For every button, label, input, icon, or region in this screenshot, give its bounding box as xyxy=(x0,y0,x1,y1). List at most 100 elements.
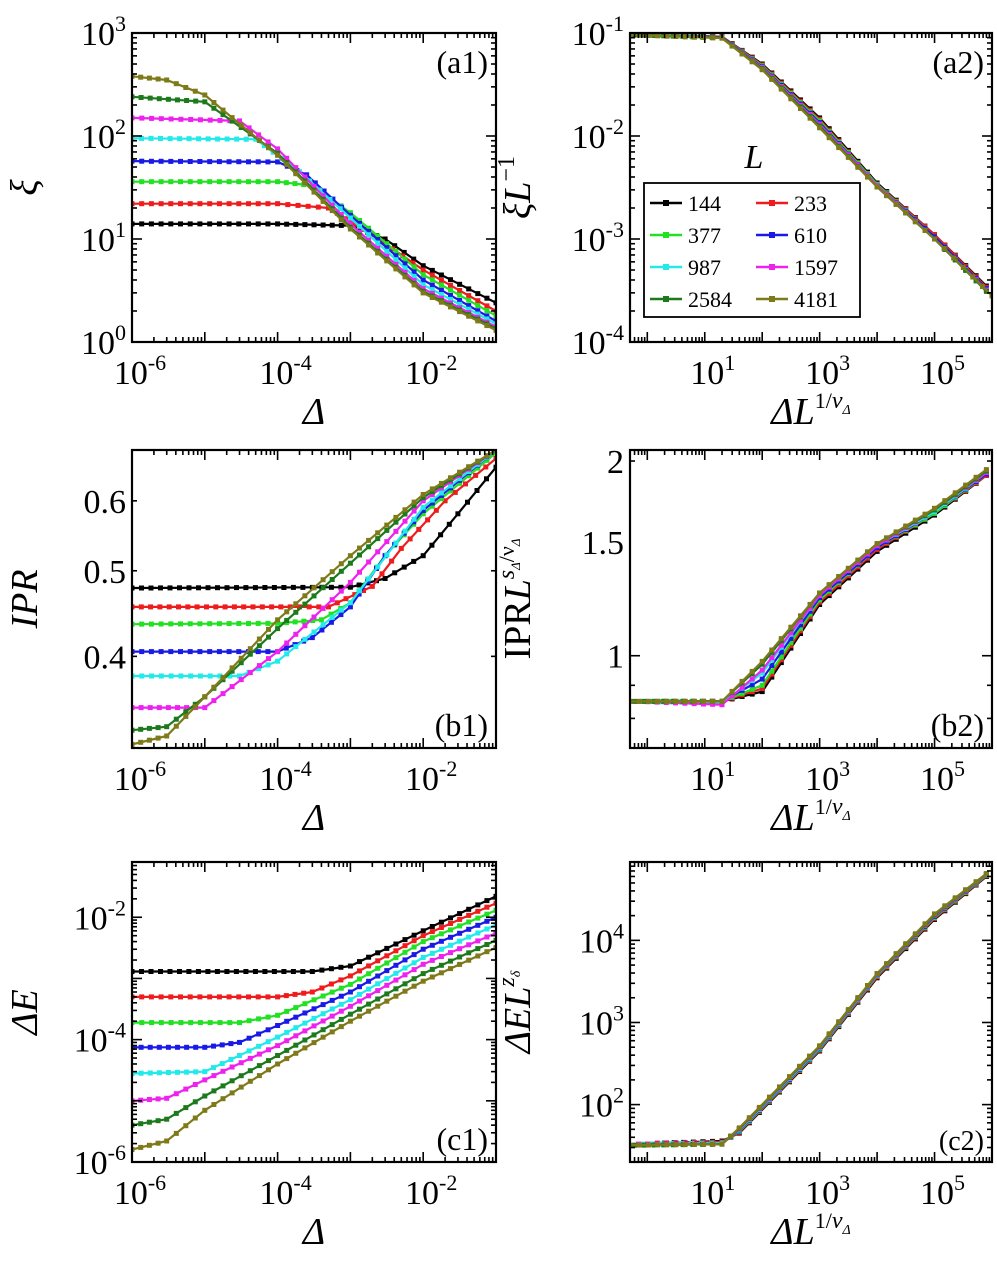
data-point xyxy=(329,1029,335,1035)
x-tick-label: 101 xyxy=(690,350,735,392)
data-point xyxy=(302,1028,308,1034)
y-axis-title: ΔELzδ xyxy=(494,970,539,1055)
data-point xyxy=(237,1053,242,1058)
data-point xyxy=(865,983,870,988)
data-point xyxy=(357,220,362,226)
data-point xyxy=(411,938,417,944)
data-point xyxy=(139,1020,145,1026)
data-point xyxy=(207,649,213,655)
data-point xyxy=(275,146,281,152)
data-point xyxy=(139,673,145,679)
data-point xyxy=(347,215,353,221)
data-point xyxy=(302,636,308,642)
data-point xyxy=(338,584,344,590)
data-point xyxy=(243,969,249,974)
data-point xyxy=(736,1125,742,1131)
data-point xyxy=(132,1020,135,1026)
data-point xyxy=(197,221,203,227)
data-point xyxy=(192,1082,198,1087)
panel-a2: 101 103 105 10-4 10-3 10-2 10-1 (a2) ΔL1/νΔ ξL−1 xyxy=(494,11,994,433)
data-point xyxy=(402,528,408,534)
data-point xyxy=(807,611,813,617)
data-point xyxy=(146,75,152,81)
data-point xyxy=(155,1140,161,1146)
data-point xyxy=(366,242,372,248)
data-point xyxy=(275,1023,281,1028)
data-point xyxy=(484,926,490,932)
data-point xyxy=(366,986,372,992)
data-point xyxy=(176,604,181,610)
data-point xyxy=(295,202,301,208)
data-point xyxy=(168,994,174,1000)
data-point xyxy=(147,1070,153,1076)
data-point xyxy=(320,1034,326,1040)
data-point xyxy=(393,540,399,546)
data-point xyxy=(798,617,803,623)
x-axis-title: Δ xyxy=(301,797,325,839)
data-point xyxy=(275,658,281,664)
data-point xyxy=(165,705,171,711)
data-point xyxy=(193,1044,199,1050)
data-point xyxy=(759,661,765,667)
data-point xyxy=(132,158,135,164)
data-point xyxy=(148,585,154,591)
data-point xyxy=(158,1020,164,1026)
data-point xyxy=(393,962,399,968)
data-point xyxy=(338,607,344,613)
data-point xyxy=(238,655,244,661)
data-point xyxy=(739,684,745,690)
data-point xyxy=(217,117,223,123)
axis-ticks xyxy=(131,32,497,343)
data-point xyxy=(265,221,271,227)
data-point xyxy=(798,613,803,619)
data-point xyxy=(148,201,154,207)
data-point xyxy=(220,675,226,680)
data-point xyxy=(952,895,958,901)
data-point xyxy=(329,1006,335,1012)
data-point xyxy=(247,130,253,136)
data-point xyxy=(701,698,707,704)
panel-label: (a1) xyxy=(436,44,488,80)
data-point xyxy=(156,705,162,711)
data-point xyxy=(749,676,755,682)
data-point xyxy=(448,915,453,921)
data-point xyxy=(148,649,154,655)
data-point xyxy=(393,993,399,999)
data-point xyxy=(187,201,193,207)
data-point xyxy=(402,265,408,271)
data-point xyxy=(922,511,928,517)
data-point xyxy=(197,994,203,1000)
data-point xyxy=(302,1010,308,1016)
x-tick-label: 105 xyxy=(920,1170,965,1212)
data-point xyxy=(193,98,199,104)
data-point xyxy=(246,221,251,227)
data-point xyxy=(375,996,381,1002)
data-point xyxy=(302,1020,308,1026)
legend-marker xyxy=(769,232,775,238)
data-point xyxy=(457,480,463,486)
y-tick-label: 10-3 xyxy=(572,217,624,259)
data-point xyxy=(238,660,244,666)
x-tick-label: 10-6 xyxy=(114,1170,166,1212)
y-tick-label: 0.5 xyxy=(84,554,127,591)
data-point xyxy=(448,921,453,926)
data-point xyxy=(138,1044,144,1050)
data-point xyxy=(229,1064,235,1070)
data-point xyxy=(357,976,362,982)
data-point xyxy=(329,577,335,582)
x-tick-label: 103 xyxy=(805,756,850,798)
data-point xyxy=(448,282,453,288)
data-point xyxy=(275,1043,281,1049)
data-point xyxy=(231,604,237,610)
data-point xyxy=(320,1011,326,1017)
data-point xyxy=(338,1016,344,1022)
data-point xyxy=(311,222,317,228)
data-point xyxy=(275,159,281,165)
data-point xyxy=(366,237,372,243)
data-point xyxy=(420,955,426,960)
data-point xyxy=(903,941,909,947)
y-axis-title: IPR xyxy=(4,569,46,629)
data-point xyxy=(973,474,979,480)
data-point xyxy=(357,968,362,974)
data-point xyxy=(682,34,688,40)
